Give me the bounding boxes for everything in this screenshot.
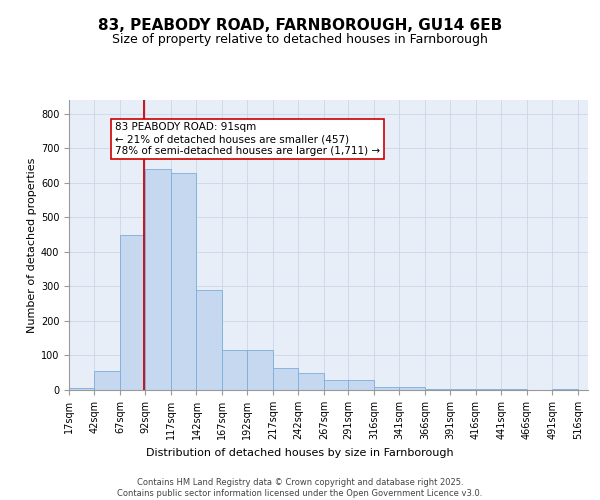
Bar [145,169,171,390]
Bar [374,386,400,390]
Bar [298,372,324,390]
Bar [247,350,273,390]
Bar [400,386,425,390]
Bar [349,380,374,390]
Text: Size of property relative to detached houses in Farnborough: Size of property relative to detached ho… [112,32,488,46]
Bar [324,380,349,390]
Bar [94,371,120,390]
Bar [196,290,222,390]
Bar [273,368,298,390]
Text: Distribution of detached houses by size in Farnborough: Distribution of detached houses by size … [146,448,454,458]
Bar [222,350,247,390]
Y-axis label: Number of detached properties: Number of detached properties [26,158,37,332]
Bar [171,172,196,390]
Text: 83 PEABODY ROAD: 91sqm
← 21% of detached houses are smaller (457)
78% of semi-de: 83 PEABODY ROAD: 91sqm ← 21% of detached… [115,122,380,156]
Bar [120,234,145,390]
Text: 83, PEABODY ROAD, FARNBOROUGH, GU14 6EB: 83, PEABODY ROAD, FARNBOROUGH, GU14 6EB [98,18,502,32]
Bar [69,388,94,390]
Text: Contains HM Land Registry data © Crown copyright and database right 2025.
Contai: Contains HM Land Registry data © Crown c… [118,478,482,498]
